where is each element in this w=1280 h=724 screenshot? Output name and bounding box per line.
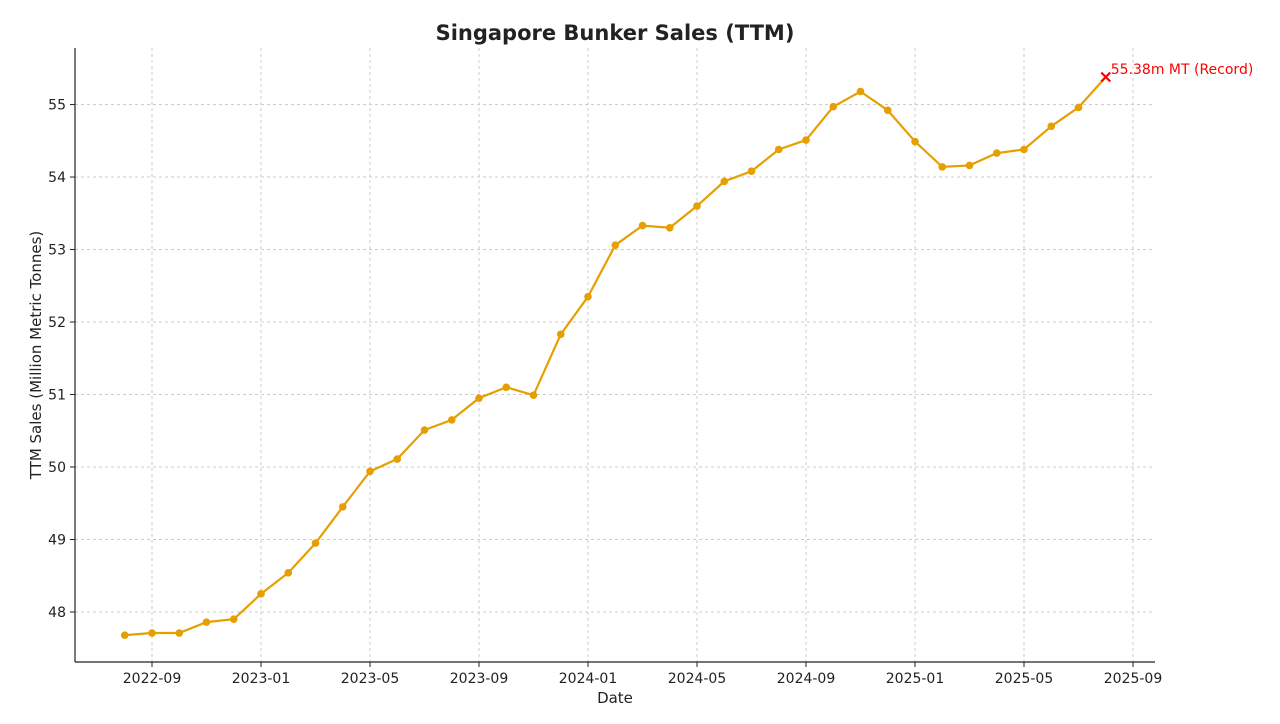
data-point	[693, 202, 701, 210]
data-point	[965, 161, 974, 170]
y-tick-label: 49	[48, 532, 66, 548]
marker-stroke	[1100, 71, 1112, 83]
axes: 2022-09 2023-01 2023-05 2023-09 2024-01 2024-…	[48, 48, 1162, 687]
series	[120, 71, 1112, 639]
data-point	[584, 292, 592, 301]
data-point	[747, 167, 756, 176]
y-tick-label: 55	[48, 98, 66, 114]
y-tick-label: 50	[48, 460, 66, 476]
series-line	[124, 76, 1107, 637]
x-tick-label: 2024-09	[777, 671, 836, 687]
data-point	[1047, 122, 1056, 131]
data-point	[148, 629, 156, 637]
x-tick-label: 2023-01	[232, 671, 291, 687]
data-point	[311, 539, 320, 547]
y-tick-label: 54	[48, 170, 66, 186]
y-tick-label: 51	[48, 388, 66, 404]
x-tick-label: 2022-09	[123, 671, 182, 687]
data-point	[502, 383, 511, 392]
data-point	[475, 394, 483, 402]
data-point	[911, 137, 919, 146]
data-point	[338, 503, 347, 511]
data-point	[447, 416, 456, 424]
data-point	[1020, 145, 1028, 154]
data-point	[938, 163, 947, 171]
x-axis-label: Date	[597, 689, 633, 707]
record-annotation: 55.38m MT (Record)	[1111, 62, 1254, 78]
chart-title: Singapore Bunker Sales (TTM)	[436, 21, 795, 45]
data-point	[638, 221, 647, 230]
data-point	[366, 467, 374, 476]
x-tick-label: 2025-01	[886, 671, 945, 687]
y-tick-label: 48	[48, 605, 66, 621]
data-point	[393, 455, 402, 463]
data-point	[802, 136, 810, 144]
data-point	[611, 241, 620, 249]
data-point	[774, 145, 783, 154]
x-tick-label: 2024-05	[668, 671, 727, 687]
y-tick-label: 52	[48, 315, 66, 331]
data-point	[257, 590, 265, 598]
data-point	[992, 149, 1001, 157]
data-point	[175, 629, 184, 637]
y-tick-label: 53	[48, 243, 66, 259]
grid	[75, 48, 1155, 662]
x-tick-label: 2024-01	[559, 671, 618, 687]
data-point	[556, 330, 565, 339]
data-point	[420, 426, 429, 434]
data-point	[229, 615, 238, 624]
data-point	[829, 102, 838, 111]
record-marker	[1100, 71, 1112, 83]
x-tick-label: 2023-05	[341, 671, 400, 687]
x-tick-label: 2025-05	[995, 671, 1054, 687]
data-point	[883, 106, 892, 115]
x-tick-label: 2023-09	[450, 671, 509, 687]
data-point	[856, 87, 865, 96]
data-point	[720, 177, 729, 186]
data-point	[529, 391, 538, 400]
data-point	[120, 631, 129, 639]
data-point	[1074, 103, 1083, 112]
x-tick-label: 2025-09	[1104, 671, 1163, 687]
data-point	[665, 223, 674, 232]
data-point	[202, 618, 211, 626]
y-axis-label: TTM Sales (Million Metric Tonnes)	[27, 231, 45, 480]
data-point	[284, 569, 293, 577]
